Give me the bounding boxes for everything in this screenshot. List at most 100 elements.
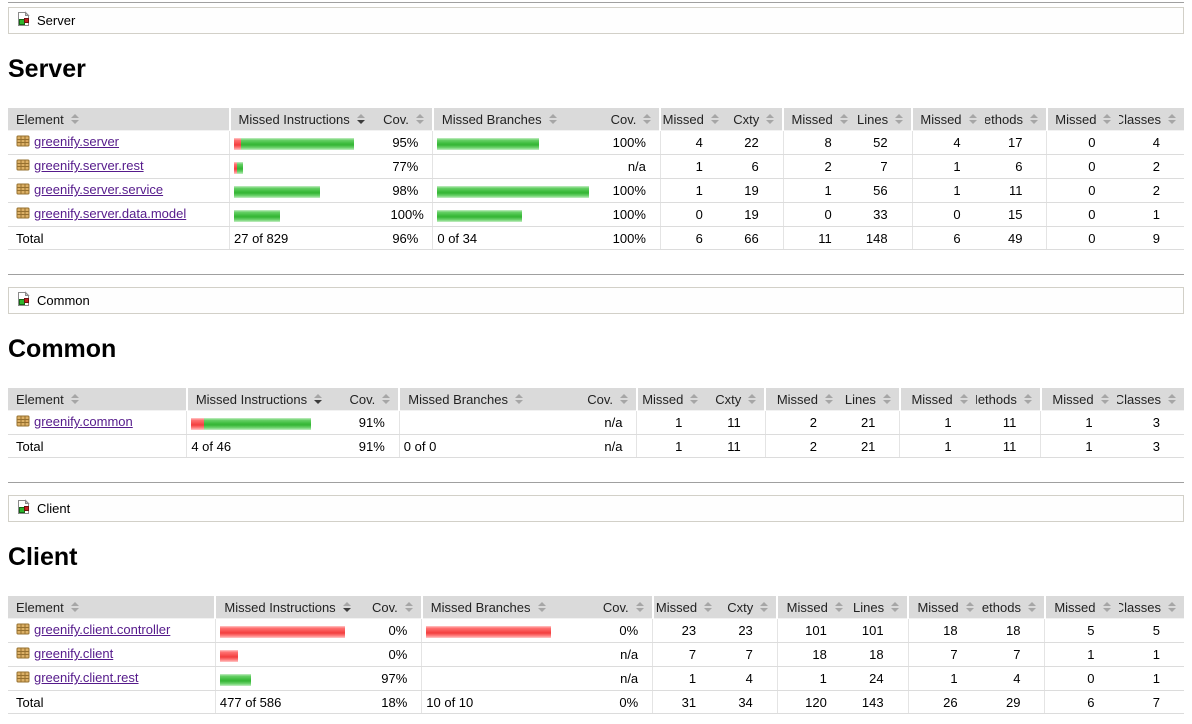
element-cell: greenify.server.data.model (8, 202, 230, 227)
section-divider (8, 274, 1184, 275)
sort-icon (1168, 114, 1176, 124)
sort-icon (704, 602, 713, 612)
total-branch-coverage: 0% (593, 690, 653, 714)
total-row: Total 477 of 586 18% 10 of 10 0% 31 34 120 143 26… (8, 690, 1184, 714)
column-header-label: Missed (920, 111, 962, 127)
column-header-missed-branches[interactable]: Missed Branches (431, 108, 602, 131)
sort-icon (1168, 602, 1176, 612)
column-header-element[interactable]: Element (8, 108, 230, 131)
counter-value: 4 (1119, 130, 1184, 155)
counter-value: 1 (907, 666, 982, 691)
package-link[interactable]: greenify.server (34, 134, 120, 149)
total-instruction-coverage: 18% (370, 690, 422, 714)
package-icon (16, 134, 30, 151)
sort-icon (766, 114, 775, 124)
column-header-cov-[interactable]: Cov. (575, 388, 637, 411)
column-header-missed-branches[interactable]: Missed Branches (398, 388, 576, 411)
column-header-missed[interactable]: Missed (659, 108, 727, 131)
counter-value: 1 (899, 410, 976, 435)
sort-icon (959, 394, 968, 404)
table-row: greenify.server 95% 100% 4 22 8 52 4 17 0 4 (8, 130, 1184, 155)
column-header-methods[interactable]: Methods (981, 596, 1045, 619)
package-link[interactable]: greenify.client (34, 646, 114, 661)
column-header-cxty[interactable]: Cxty (726, 108, 784, 131)
column-header-element[interactable]: Element (8, 388, 187, 411)
column-header-lines[interactable]: Lines (850, 596, 909, 619)
total-counter-value: 9 (1119, 226, 1184, 250)
column-header-cxty[interactable]: Cxty (706, 388, 766, 411)
total-row: Total 27 of 829 96% 0 of 34 100% 6 66 11 148 6 49 0… (8, 226, 1184, 250)
column-header-label: Missed (642, 391, 684, 407)
package-link[interactable]: greenify.server.rest (34, 158, 144, 173)
element-cell: greenify.server.service (8, 178, 230, 203)
package-icon (16, 622, 30, 639)
column-header-label: Methods (976, 391, 1017, 407)
column-header-missed[interactable]: Missed (776, 596, 851, 619)
package-link[interactable]: greenify.client.rest (34, 670, 139, 685)
column-header-missed[interactable]: Missed (635, 388, 707, 411)
column-header-cov-[interactable]: Cov. (382, 108, 433, 131)
package-link[interactable]: greenify.client.controller (34, 622, 171, 637)
column-header-missed[interactable]: Missed (1039, 388, 1117, 411)
column-header-missed[interactable]: Missed (907, 596, 982, 619)
column-header-missed-branches[interactable]: Missed Branches (420, 596, 594, 619)
column-header-cov-[interactable]: Cov. (346, 388, 400, 411)
column-header-label: Methods (981, 599, 1021, 615)
element-cell: greenify.client (8, 642, 216, 667)
column-header-missed-instructions[interactable]: Missed Instructions (214, 596, 371, 619)
counter-value: 7 (981, 642, 1045, 667)
column-header-cov-[interactable]: Cov. (602, 108, 661, 131)
column-header-missed[interactable]: Missed (651, 596, 721, 619)
column-header-label: Missed Instructions (238, 111, 350, 127)
column-header-missed[interactable]: Missed (764, 388, 842, 411)
column-header-missed[interactable]: Missed (1045, 108, 1120, 131)
package-icon (16, 414, 30, 431)
branch-coverage: n/a (602, 154, 661, 179)
sort-icon (968, 114, 977, 124)
column-header-element[interactable]: Element (8, 596, 216, 619)
total-missed-branches: 0 of 0 (398, 434, 576, 458)
column-header-label: Missed Instructions (195, 391, 308, 407)
column-header-missed[interactable]: Missed (898, 388, 976, 411)
total-counter-value: 1 (1040, 434, 1117, 458)
missed-instructions-cell (228, 202, 383, 227)
total-counter-value: 3 (1116, 434, 1184, 458)
column-header-missed-instructions[interactable]: Missed Instructions (185, 388, 347, 411)
column-header-missed[interactable]: Missed (911, 108, 985, 131)
column-header-cxty[interactable]: Cxty (720, 596, 778, 619)
column-header-cov-[interactable]: Cov. (593, 596, 653, 619)
column-header-classes[interactable]: Classes (1118, 596, 1184, 619)
section-heading: Server (8, 55, 86, 83)
counter-value: 52 (855, 130, 913, 155)
coverage-bar-green (204, 417, 312, 430)
counter-value: 1 (636, 410, 707, 435)
counter-value: 23 (652, 618, 721, 643)
column-header-classes[interactable]: Classes (1119, 108, 1184, 131)
counter-value: 21 (841, 410, 900, 435)
total-counter-value: 26 (907, 690, 982, 714)
section-server: Server Server Element Missed Instructions Co… (8, 2, 1184, 250)
element-cell: greenify.server (8, 130, 230, 155)
column-header-missed[interactable]: Missed (782, 108, 856, 131)
column-header-missed-instructions[interactable]: Missed Instructions (228, 108, 383, 131)
branch-coverage: 0% (593, 618, 653, 643)
column-header-methods[interactable]: Methods (984, 108, 1047, 131)
counter-value: 15 (984, 202, 1047, 227)
column-header-methods[interactable]: Methods (975, 388, 1041, 411)
sort-icon (1023, 394, 1032, 404)
column-header-classes[interactable]: Classes (1116, 388, 1184, 411)
counter-value: 18 (850, 642, 909, 667)
column-header-missed[interactable]: Missed (1043, 596, 1119, 619)
package-link[interactable]: greenify.server.service (34, 182, 164, 197)
counter-value: 11 (975, 410, 1041, 435)
missed-instructions-cell (214, 618, 371, 643)
column-header-lines[interactable]: Lines (855, 108, 913, 131)
package-link[interactable]: greenify.server.data.model (34, 206, 187, 221)
missed-instructions-cell (214, 642, 371, 667)
column-header-lines[interactable]: Lines (841, 388, 900, 411)
column-header-cov-[interactable]: Cov. (370, 596, 422, 619)
missed-instructions-cell (228, 154, 383, 179)
package-link[interactable]: greenify.common (34, 414, 133, 429)
coverage-bar-red (191, 417, 205, 430)
sort-icon (690, 394, 699, 404)
